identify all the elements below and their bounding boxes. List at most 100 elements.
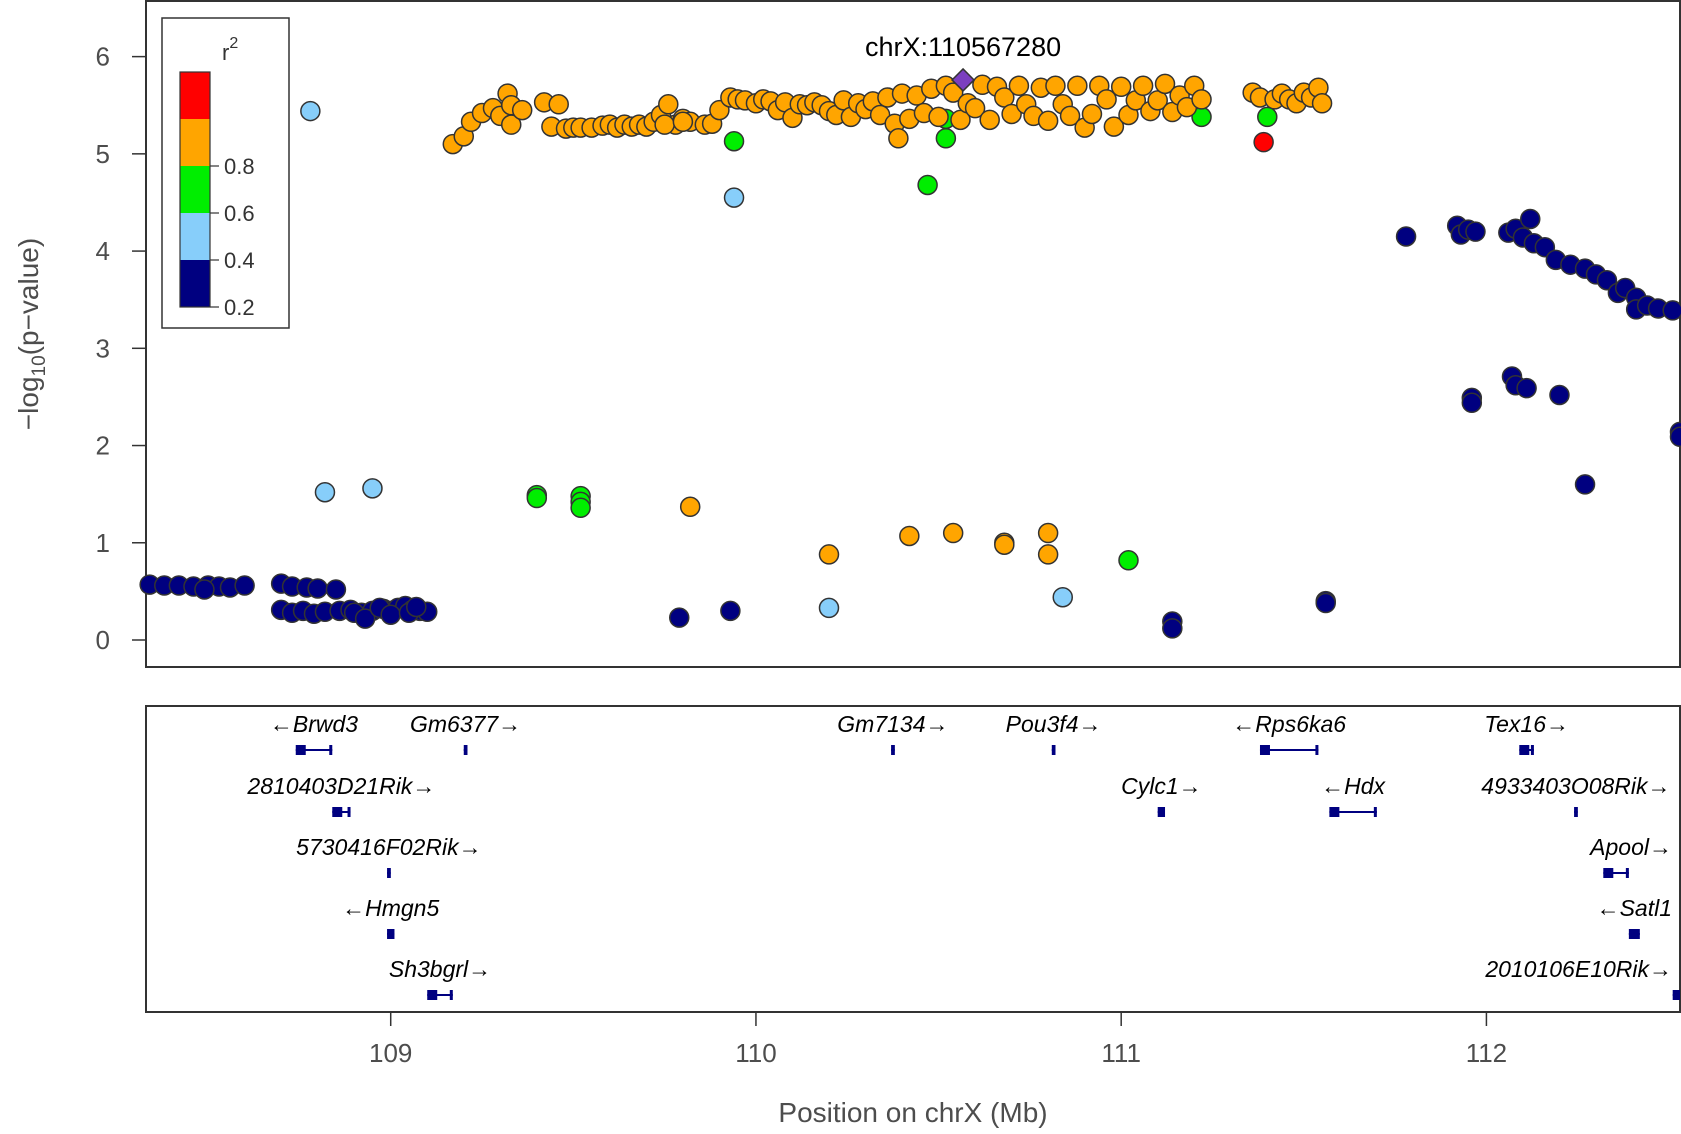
legend-swatch	[180, 166, 210, 213]
legend-swatch	[180, 72, 210, 119]
gene-exon	[1636, 929, 1640, 939]
snp-point-orange	[658, 94, 679, 115]
gene-exon	[332, 807, 343, 817]
snp-point-navy	[1465, 221, 1486, 242]
x-tick-label: 109	[369, 1038, 412, 1068]
gene-label: ←Hmgn5	[342, 895, 439, 921]
y-tick-label: 5	[96, 139, 110, 169]
gene-exon	[1628, 929, 1639, 939]
gene-exon	[295, 745, 306, 755]
snp-point-light-blue	[1052, 586, 1073, 608]
snp-point-orange	[511, 99, 533, 121]
snp-point-orange	[548, 94, 569, 115]
gene-label: Apool→	[1588, 834, 1672, 860]
legend-color-bins: 0.8 0.6 0.4 0.2	[179, 71, 255, 320]
gene-exon	[464, 745, 468, 755]
snp-point-navy	[1395, 226, 1417, 247]
legend-swatch	[180, 119, 210, 166]
y-tick-label: 4	[96, 236, 110, 266]
association-panel-frame	[145, 0, 1681, 668]
snp-point-navy	[1162, 618, 1183, 639]
gene-exon	[1329, 807, 1340, 817]
snp-point-orange	[1110, 76, 1132, 98]
snp-point-orange	[672, 111, 694, 133]
x-axis: 109 110 111 112	[369, 1012, 1507, 1068]
snp-point-green	[917, 174, 938, 196]
gene-exon	[347, 807, 351, 817]
snp-point-orange	[964, 97, 986, 119]
gene-exon	[1530, 745, 1534, 755]
snp-point-orange	[928, 106, 949, 128]
gene-label: Tex16→	[1484, 711, 1569, 737]
snp-point-light-blue	[314, 481, 336, 503]
y-axis-title-prefix: −log	[13, 376, 44, 430]
snp-point-orange	[1059, 105, 1081, 127]
legend-tick-label: 0.8	[224, 154, 255, 179]
snp-point-orange	[818, 544, 840, 565]
gene-exon	[449, 990, 453, 1000]
gene-label: ←Rps6ka6	[1232, 711, 1346, 737]
snp-point-light-blue	[300, 100, 321, 122]
snp-point-orange	[942, 522, 964, 544]
snp-point-navy	[1520, 208, 1541, 230]
snp-point-orange	[899, 525, 920, 547]
y-tick-label: 2	[96, 431, 110, 461]
snp-point-red	[1253, 131, 1274, 153]
y-axis-title-suffix: (p−value)	[13, 238, 44, 356]
y-tick-label: 6	[96, 42, 110, 72]
legend-tick-label: 0.2	[224, 295, 255, 320]
legend-bar-frame	[179, 71, 211, 308]
legend-tick-label: 0.4	[224, 248, 255, 273]
snp-point-green	[570, 497, 591, 519]
snp-point-navy	[307, 578, 328, 599]
gene-label: 2810403D21Rik→	[246, 773, 435, 799]
gene-exon	[1157, 807, 1166, 817]
snp-point-navy	[354, 608, 376, 629]
snp-point-green	[723, 130, 745, 152]
x-tick-label: 112	[1466, 1038, 1507, 1068]
y-axis-title: −log10(p−value)	[13, 238, 50, 430]
gene-exon	[1519, 745, 1530, 755]
gene-tracks: ←Brwd3 Gm6377→ Gm7134→ Pou3f4→ ←Rps6ka6 Tex16…	[246, 711, 1680, 1000]
gene-exon	[1162, 807, 1166, 817]
snp-point-orange	[1154, 73, 1176, 95]
snp-point-orange	[1081, 103, 1103, 125]
gene-exon	[1574, 807, 1578, 817]
gene-exon	[1052, 745, 1056, 755]
gene-label: ←Hdx	[1321, 773, 1386, 799]
snp-point-navy	[668, 607, 690, 628]
gene-exon	[1259, 745, 1270, 755]
snp-point-orange	[942, 82, 964, 103]
snp-point-light-blue	[818, 597, 840, 619]
gene-label: Gm6377→	[410, 711, 521, 737]
snp-point-orange	[1103, 116, 1125, 137]
r2-legend: r2 0.80.60.40.2	[161, 17, 290, 329]
snp-point-orange	[994, 534, 1015, 555]
snp-point-navy	[1574, 474, 1596, 495]
gene-exon	[391, 929, 395, 939]
snp-point-orange	[654, 114, 675, 135]
gene-label: Pou3f4→	[1006, 711, 1102, 737]
snp-point-orange	[1096, 89, 1117, 110]
gene-exon	[1672, 990, 1680, 1000]
snp-point-navy	[1549, 384, 1570, 406]
snp-point-orange	[1037, 110, 1059, 132]
gene-exon	[1677, 990, 1680, 1000]
x-axis-title: Position on chrX (Mb)	[778, 1097, 1047, 1128]
snp-point-navy	[406, 596, 427, 618]
gene-label: ←Satl1	[1597, 895, 1672, 921]
snp-point-orange	[1191, 89, 1212, 110]
lead-snp-label: chrX:110567280	[865, 32, 1061, 62]
snp-point-navy	[234, 575, 255, 596]
snp-point-green	[526, 487, 548, 509]
gene-label: ←Brwd3	[270, 711, 358, 737]
gene-exon	[1603, 868, 1614, 878]
snp-point-orange	[1045, 75, 1066, 97]
x-tick-label: 111	[1101, 1038, 1141, 1068]
legend-swatch	[180, 213, 210, 260]
y-tick-label: 3	[96, 333, 110, 363]
lead-snp-marker	[950, 67, 976, 93]
snp-point-navy	[1315, 592, 1336, 614]
snp-point-orange	[1037, 522, 1059, 544]
y-tick-label: 1	[96, 528, 110, 558]
